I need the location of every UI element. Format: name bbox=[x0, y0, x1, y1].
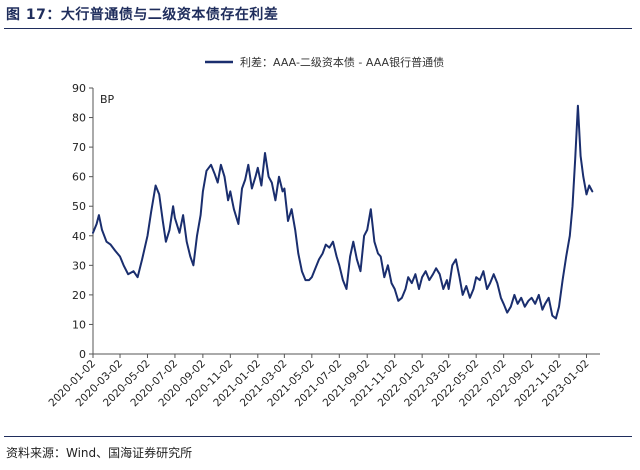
y-tick-label: 30 bbox=[72, 259, 86, 272]
title-divider bbox=[4, 28, 632, 29]
y-tick-label: 10 bbox=[72, 318, 86, 331]
y-tick-label: 80 bbox=[72, 112, 86, 125]
y-tick-label: 0 bbox=[79, 348, 86, 361]
y-tick-label: 40 bbox=[72, 230, 86, 243]
footer-divider bbox=[4, 436, 632, 437]
axes: 01020304050607080902020-01-022020-03-022… bbox=[46, 82, 600, 409]
y-tick-label: 70 bbox=[72, 141, 86, 154]
source-note: 资料来源：Wind、国海证券研究所 bbox=[6, 446, 193, 460]
y-tick-label: 20 bbox=[72, 289, 86, 302]
figure-title: 图 17：大行普通债与二级资本债存在利差 bbox=[6, 7, 279, 23]
plot-area bbox=[92, 104, 594, 320]
y-tick-label: 50 bbox=[72, 200, 86, 213]
legend: 利差：AAA-二级资本债 - AAA银行普通债 bbox=[205, 55, 444, 69]
legend-label: 利差：AAA-二级资本债 - AAA银行普通债 bbox=[240, 55, 444, 69]
unit-label: BP bbox=[100, 93, 115, 106]
y-tick-label: 60 bbox=[72, 171, 86, 184]
y-tick-label: 90 bbox=[72, 82, 86, 95]
series-line bbox=[92, 104, 594, 320]
